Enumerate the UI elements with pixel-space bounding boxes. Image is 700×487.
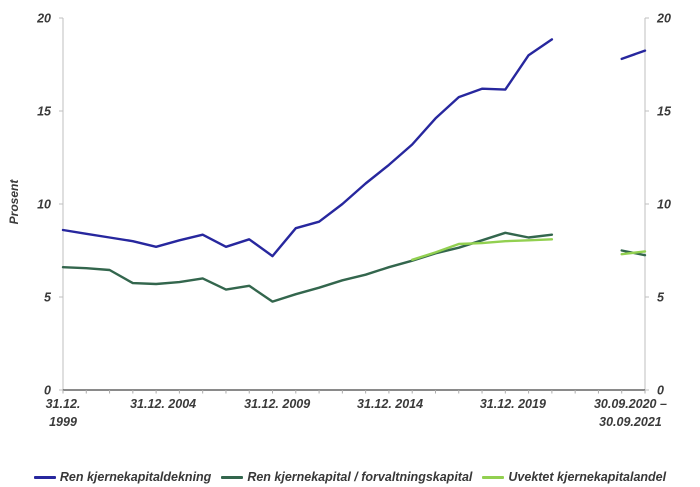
x-tick-label: 31.12. 2004	[130, 397, 196, 411]
x-tick-label: 31.12. 2014	[357, 397, 423, 411]
chart-plot-area: 0 0 5 5 10 10 15 15 20 20 31.12. 1999 31.12. 2004 31.…	[36, 12, 672, 430]
y-axis-title: Prosent	[7, 179, 21, 225]
legend-label-cet1-ratio: Ren kjernekapitaldekning	[59, 470, 212, 484]
y-tick-label-left: 20	[36, 12, 51, 26]
y-tick-label-right: 0	[657, 384, 664, 398]
y-tick-label-right: 5	[657, 291, 665, 305]
legend-swatch-cet1-to-assets	[221, 475, 244, 479]
legend-item-leverage-ratio: Uvektet kjernekapitalandel	[482, 470, 666, 484]
series-leverage-ratio	[411, 238, 554, 261]
chart-legend: Ren kjernekapitaldekning Ren kjernekapit…	[0, 470, 700, 484]
legend-label-cet1-to-assets: Ren kjernekapital / forvaltningskapital	[247, 470, 473, 484]
y-tick-label-right: 15	[657, 105, 672, 119]
x-tick-label: 30.09.2021	[599, 415, 662, 429]
x-tick-label: 31.12. 2009	[244, 397, 310, 411]
legend-item-cet1-ratio: Ren kjernekapitaldekning	[33, 470, 212, 484]
series-cet1-ratio	[620, 49, 647, 61]
y-tick-label-left: 0	[44, 384, 51, 398]
y-tick-label-right: 20	[656, 12, 671, 26]
legend-label-leverage-ratio: Uvektet kjernekapitalandel	[508, 470, 667, 484]
x-tick-label: 30.09.2020 –	[594, 397, 667, 411]
y-tick-label-left: 10	[37, 198, 51, 212]
x-tick-label: 1999	[49, 415, 77, 429]
legend-item-cet1-to-assets: Ren kjernekapital / forvaltningskapital	[221, 470, 472, 484]
y-tick-label-left: 15	[37, 105, 52, 119]
x-tick-label: 31.12. 2019	[480, 397, 546, 411]
legend-swatch-cet1-ratio	[33, 475, 56, 479]
x-tick-label: 31.12.	[46, 397, 81, 411]
y-tick-label-left: 5	[44, 291, 52, 305]
series-leverage-ratio	[620, 250, 647, 256]
series-cet1-ratio	[61, 38, 554, 258]
legend-swatch-leverage-ratio	[482, 475, 505, 479]
y-tick-label-right: 10	[657, 198, 671, 212]
